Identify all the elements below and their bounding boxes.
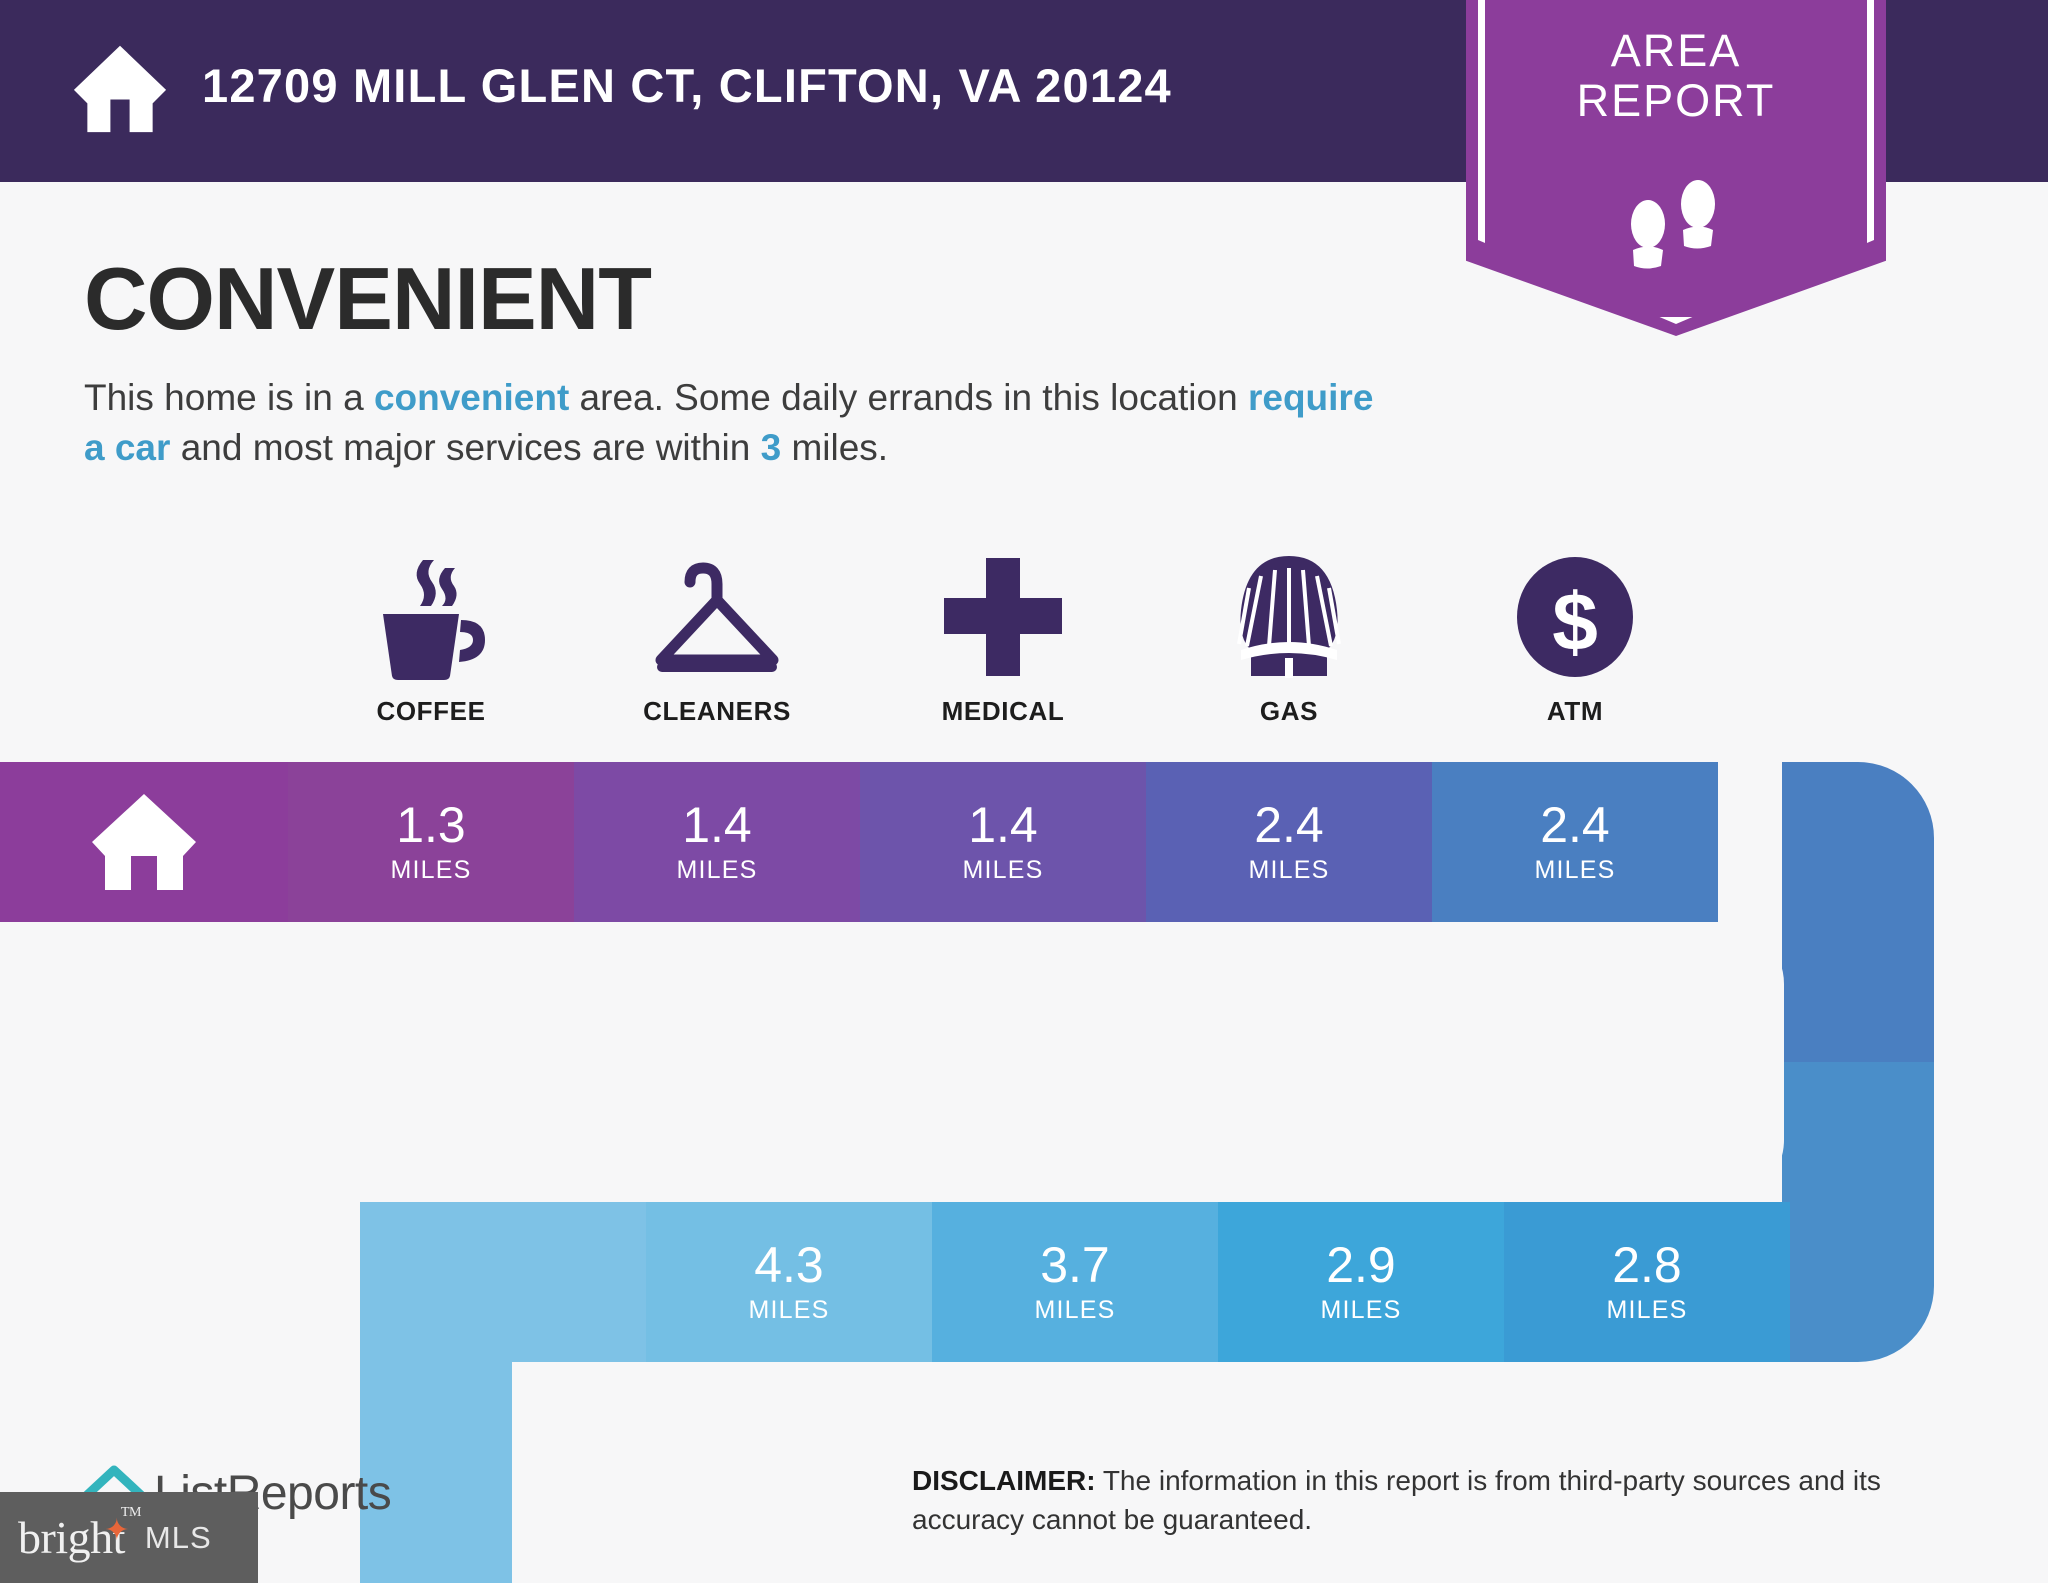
- bar-notch-upper: [360, 922, 1784, 1202]
- distance-cell-movie-theater: 4.3 MILES: [646, 1202, 932, 1362]
- distance-cell-pharmacy: 3.7 MILES: [932, 1202, 1218, 1362]
- category-atm: $ ATM: [1432, 548, 1718, 727]
- distance-cell-coffee: 1.3 MILES: [288, 762, 574, 922]
- property-address: 12709 MILL GLEN CT, CLIFTON, VA 20124: [202, 59, 1172, 112]
- distance-value: 3.7: [1040, 1236, 1110, 1293]
- distance-bar-row-2: 4.3 MILES 3.7 MILES 2.9 MILES 2.8 MILES: [360, 1202, 1790, 1362]
- lede-text-3: and most major services are within: [170, 426, 761, 468]
- category-label: GAS: [1259, 696, 1319, 726]
- distance-value: 1.4: [682, 796, 752, 853]
- medical-cross-icon: [940, 548, 1066, 680]
- svg-text:$: $: [1552, 577, 1598, 668]
- category-coffee: COFFEE: [288, 548, 574, 727]
- footprints-icon: [1631, 180, 1715, 269]
- badge-line-2: REPORT: [1576, 75, 1776, 127]
- category-label: MEDICAL: [941, 696, 1065, 726]
- distance-cell-medical: 1.4 MILES: [860, 762, 1146, 922]
- distance-value: 4.3: [754, 1236, 824, 1293]
- badge-line-1: AREA: [1610, 25, 1742, 76]
- connector-upper: [1782, 762, 1934, 1062]
- lede-text-1: This home is in a: [84, 377, 374, 418]
- distance-cell-atm: 2.4 MILES: [1432, 762, 1718, 922]
- distance-unit: MILES: [1320, 1295, 1402, 1324]
- coffee-cup-icon: [369, 548, 493, 680]
- category-label: COFFEE: [376, 696, 486, 726]
- disclaimer: DISCLAIMER: The information in this repo…: [912, 1462, 1982, 1539]
- distance-value: 2.4: [1540, 796, 1610, 853]
- home-icon: [92, 794, 196, 890]
- atm-dollar-icon: $: [1513, 548, 1637, 680]
- distance-value: 2.9: [1326, 1236, 1396, 1293]
- disclaimer-text: The information in this report is from t…: [912, 1465, 1881, 1535]
- clothes-hanger-icon: [637, 548, 797, 680]
- distance-unit: MILES: [748, 1295, 830, 1324]
- bar-notch-lower: [512, 1362, 1936, 1583]
- bright-mls-logo: bright ✦ TM MLS: [0, 1492, 258, 1583]
- category-icon-row-1: COFFEE CLEANERS MEDICAL: [288, 548, 1718, 727]
- lede-highlight-miles: 3: [760, 426, 782, 468]
- gas-shell-icon: [1227, 548, 1351, 680]
- distance-unit: MILES: [962, 855, 1044, 884]
- lede-highlight-car: require a car: [84, 377, 1374, 468]
- badge-label: AREA REPORT: [1466, 25, 1886, 127]
- distance-unit: MILES: [390, 855, 472, 884]
- page-title: CONVENIENT: [84, 249, 652, 348]
- lede-text-4: miles.: [781, 426, 889, 468]
- category-label: ATM: [1546, 696, 1604, 726]
- summary-description: This home is in a convenient area. Some …: [84, 373, 1384, 473]
- trademark-symbol: TM: [120, 1505, 142, 1520]
- distance-cell-groceries: 2.9 MILES: [1218, 1202, 1504, 1362]
- distance-cell-gym: 2.8 MILES: [1504, 1202, 1790, 1362]
- connector-lower: [1782, 1062, 1934, 1362]
- category-label: CLEANERS: [643, 696, 791, 726]
- distance-cell-cleaners: 1.4 MILES: [574, 762, 860, 922]
- distance-unit: MILES: [1606, 1295, 1688, 1324]
- bright-wordmark: bright ✦ TM: [18, 1505, 141, 1564]
- distance-unit: MILES: [1534, 855, 1616, 884]
- home-icon: [73, 45, 167, 133]
- distance-value: 1.3: [396, 796, 466, 853]
- distance-unit: MILES: [1248, 855, 1330, 884]
- bar-lead-segment: [360, 1202, 646, 1362]
- distance-bar-row-1: 1.3 MILES 1.4 MILES 1.4 MILES 2.4 MILES …: [0, 762, 1718, 922]
- lede-highlight-convenient: convenient: [373, 377, 570, 418]
- distance-unit: MILES: [1034, 1295, 1116, 1324]
- distance-value: 2.4: [1254, 796, 1324, 853]
- category-cleaners: CLEANERS: [574, 548, 860, 727]
- spark-icon: ✦: [104, 1514, 129, 1547]
- bright-text: bright: [18, 1512, 125, 1563]
- lede-text-2: area. Some daily errands in this locatio…: [569, 377, 1248, 418]
- disclaimer-label: DISCLAIMER:: [912, 1465, 1096, 1496]
- area-report-badge: AREA REPORT: [1466, 0, 1886, 336]
- bar-connector-right: [1782, 762, 1934, 1362]
- category-medical: MEDICAL: [860, 548, 1146, 727]
- home-origin-cell: [0, 762, 288, 922]
- distance-cell-gas: 2.4 MILES: [1146, 762, 1432, 922]
- distance-value: 2.8: [1612, 1236, 1682, 1293]
- distance-unit: MILES: [676, 855, 758, 884]
- category-gas: GAS: [1146, 548, 1432, 727]
- distance-value: 1.4: [968, 796, 1038, 853]
- mls-text: MLS: [144, 1519, 212, 1555]
